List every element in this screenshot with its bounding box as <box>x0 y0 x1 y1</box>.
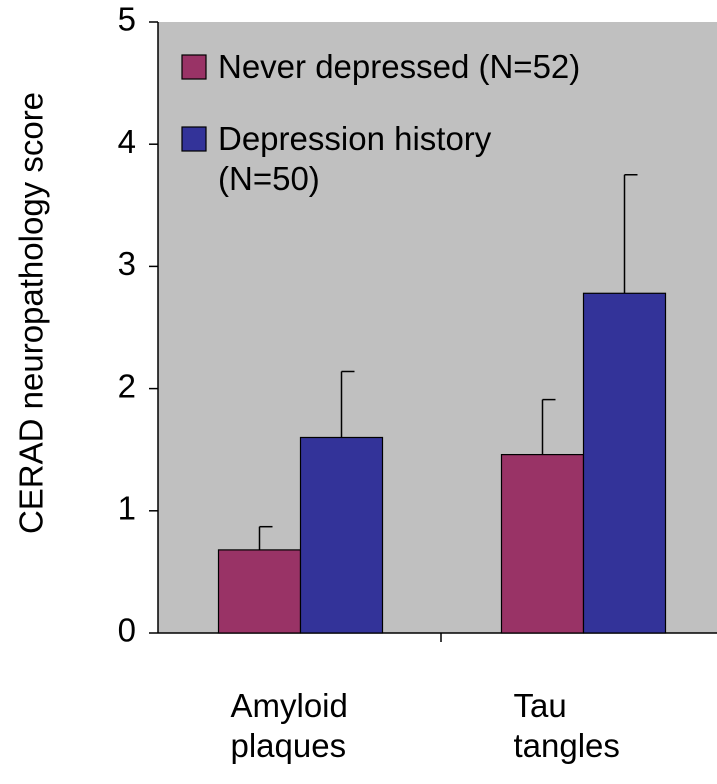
y-tick-label: 5 <box>118 1 136 38</box>
y-tick-label: 2 <box>118 367 136 404</box>
x-tick-label: Amyloid plaques <box>230 687 348 764</box>
bar <box>217 549 302 634</box>
legend-swatch <box>181 126 207 152</box>
y-tick-label: 0 <box>118 612 136 649</box>
legend-label: Never depressed (N=52) <box>218 48 581 85</box>
legend-swatch <box>181 54 207 80</box>
bar <box>500 453 585 634</box>
legend-label: Depression history (N=50) <box>218 120 492 197</box>
y-tick-label: 1 <box>118 490 136 527</box>
y-tick-label: 4 <box>118 123 136 160</box>
bar <box>299 436 384 634</box>
x-tick-label: Tau tangles <box>513 687 620 764</box>
bar <box>582 292 667 634</box>
y-tick-label: 3 <box>118 245 136 282</box>
y-axis-label: CERAD neuropathology score <box>13 92 50 534</box>
